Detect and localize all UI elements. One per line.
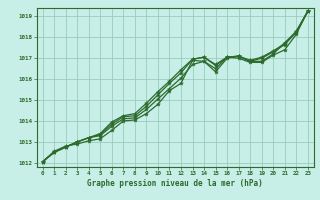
- X-axis label: Graphe pression niveau de la mer (hPa): Graphe pression niveau de la mer (hPa): [87, 179, 263, 188]
